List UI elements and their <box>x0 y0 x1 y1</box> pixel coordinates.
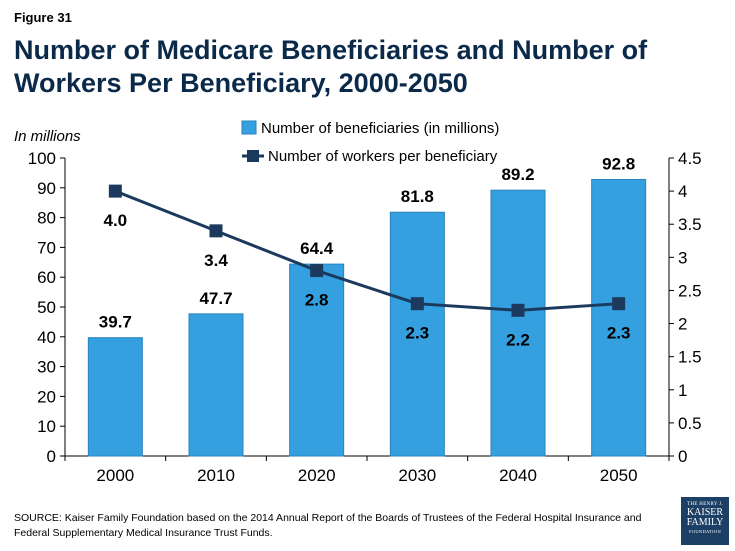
line-label-2030: 2.3 <box>406 324 430 343</box>
bar-2030 <box>389 211 445 457</box>
line-label-2020: 2.8 <box>305 291 329 310</box>
line-label-2010: 3.4 <box>204 251 228 270</box>
line-marker-2030 <box>410 297 424 311</box>
workers-line <box>114 189 619 312</box>
figure-label: Figure 31 <box>14 10 72 25</box>
y-left-tick-label: 50 <box>37 298 56 317</box>
legend-line-marker <box>247 150 259 162</box>
line-marker-2040 <box>511 303 525 317</box>
logo-line1: THE HENRY J. <box>687 502 723 507</box>
bar-2020 <box>289 263 345 457</box>
x-tick-label: 2020 <box>298 466 336 485</box>
y-left-tick-label: 30 <box>37 358 56 377</box>
line-marker-2050 <box>612 297 626 311</box>
y-right-tick-label: 2 <box>678 315 687 334</box>
logo-line4: FOUNDATION <box>689 529 721 534</box>
legend-bar-label: Number of beneficiaries (in millions) <box>261 120 499 137</box>
source-note: SOURCE: Kaiser Family Foundation based o… <box>14 512 642 539</box>
x-tick-label: 2010 <box>197 466 235 485</box>
legend-bar-swatch <box>241 120 257 135</box>
logo-line3: FAMILY <box>686 517 724 528</box>
bar-2040 <box>490 189 546 457</box>
y-left-tick-label: 10 <box>37 417 56 436</box>
bar-label-2050: 92.8 <box>602 154 635 173</box>
x-tick-label: 2040 <box>499 466 537 485</box>
y-left-tick-label: 60 <box>37 268 56 287</box>
kff-logo: THE HENRY J. KAISER FAMILY FOUNDATION <box>681 497 729 545</box>
chart-title: Number of Medicare Beneficiaries and Num… <box>14 35 648 98</box>
legend-line-label: Number of workers per beneficiary <box>268 148 498 165</box>
bar-label-2040: 89.2 <box>501 165 534 184</box>
x-tick-label: 2050 <box>600 466 638 485</box>
bar-2050 <box>591 178 647 457</box>
line-marker-2010 <box>209 224 223 238</box>
y-left-tick-label: 70 <box>37 238 56 257</box>
y-right-tick-label: 0 <box>678 447 687 466</box>
y-left-tick-label: 20 <box>37 387 56 406</box>
line-label-2000: 4.0 <box>104 211 128 230</box>
x-tick-label: 2000 <box>96 466 134 485</box>
y-right-tick-label: 1.5 <box>678 348 702 367</box>
line-marker-2000 <box>108 184 122 198</box>
bar-label-2020: 64.4 <box>300 239 334 258</box>
bar-2000 <box>87 337 143 457</box>
y-right-tick-label: 0.5 <box>678 414 702 433</box>
y-right-tick-label: 1 <box>678 381 687 400</box>
logo-line2: KAISER <box>686 507 724 518</box>
y-left-tick-label: 0 <box>47 447 56 466</box>
bar-label-2010: 47.7 <box>199 289 232 308</box>
bar-label-2000: 39.7 <box>99 313 132 332</box>
x-tick-label: 2030 <box>398 466 436 485</box>
y-left-tick-label: 80 <box>37 209 56 228</box>
y-right-tick-label: 3.5 <box>678 215 702 234</box>
line-label-2040: 2.2 <box>506 330 530 349</box>
bar-2010 <box>188 313 244 457</box>
y-left-tick-label: 100 <box>28 149 56 168</box>
y-left-tick-label: 90 <box>37 179 56 198</box>
y-right-tick-label: 2.5 <box>678 281 702 300</box>
bar-label-2030: 81.8 <box>401 187 434 206</box>
y-left-tick-label: 40 <box>37 328 56 347</box>
y-right-tick-label: 3 <box>678 248 687 267</box>
line-marker-2020 <box>310 264 324 278</box>
y-left-axis-label: In millions <box>14 128 81 145</box>
line-label-2050: 2.3 <box>607 324 631 343</box>
y-right-tick-label: 4.5 <box>678 149 702 168</box>
y-right-tick-label: 4 <box>678 182 687 201</box>
